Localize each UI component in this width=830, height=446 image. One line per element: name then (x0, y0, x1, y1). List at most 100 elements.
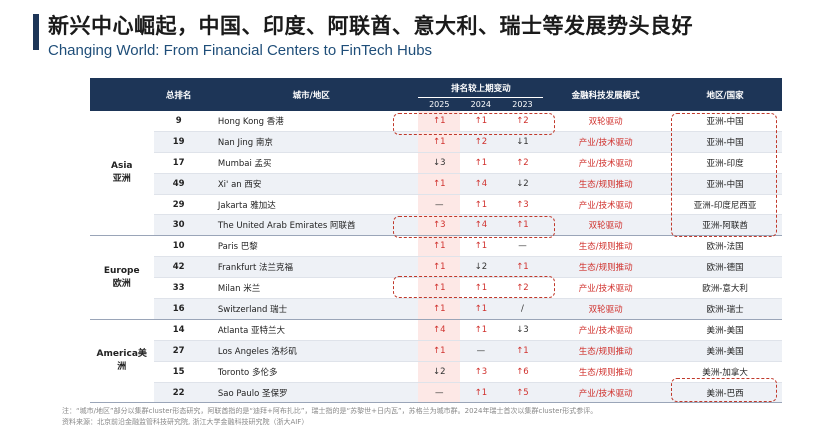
change-2023-cell: ↑2 (501, 152, 544, 174)
rank-cell: 22 (153, 382, 204, 404)
table-row: 17 Mumbai 孟买 ↓3 ↑1 ↑2 产业/技术驱动 亚洲-印度 (90, 152, 782, 174)
change-2025-cell: ↑3 (418, 214, 461, 237)
rank-cell: 10 (153, 235, 204, 258)
rank-cell: 16 (153, 298, 204, 320)
change-2024-cell: ↑1 (460, 319, 502, 341)
country-cell: 亚洲-中国 (668, 173, 782, 195)
change-2025-cell: ↑1 (418, 111, 461, 132)
rank-cell: 17 (153, 152, 204, 174)
rank-cell: 27 (153, 340, 204, 362)
mode-cell: 生态/规则推动 (543, 361, 669, 383)
change-2023-cell: ↓1 (501, 131, 544, 153)
change-2024-cell: ↑4 (460, 214, 502, 237)
header-year-2023: 2023 (501, 97, 544, 111)
header-region-blank (90, 78, 154, 111)
city-cell: Jakarta 雅加达 (203, 194, 419, 216)
country-cell: 亚洲-中国 (668, 131, 782, 153)
mode-cell: 双轮驱动 (543, 214, 669, 237)
city-cell: Atlanta 亚特兰大 (203, 319, 419, 341)
change-2024-cell: ↑1 (460, 298, 502, 320)
country-cell: 美洲-美国 (668, 340, 782, 362)
table-row: 15 Toronto 多伦多 ↓2 ↑3 ↑6 生态/规则推动 美洲-加拿大 (90, 361, 782, 383)
table-body: Asia 亚洲 9 Hong Kong 香港 ↑1 ↑1 ↑2 双轮驱动 亚洲-中国 19 Nan… (90, 111, 782, 404)
rank-cell: 19 (153, 131, 204, 153)
change-2024-cell: ↑1 (460, 382, 502, 404)
country-cell: 亚洲-印度尼西亚 (668, 194, 782, 216)
change-2023-cell: ↓2 (501, 173, 544, 195)
rank-cell: 15 (153, 361, 204, 383)
table-row: 29 Jakarta 雅加达 — ↑1 ↑3 产业/技术驱动 亚洲-印度尼西亚 (90, 194, 782, 216)
rank-cell: 30 (153, 214, 204, 237)
region-label: Asia 亚洲 (90, 111, 154, 237)
change-2025-cell: ↓2 (418, 361, 461, 383)
change-2023-cell: ↑2 (501, 111, 544, 132)
mode-cell: 产业/技术驱动 (543, 319, 669, 341)
city-cell: Hong Kong 香港 (203, 111, 419, 132)
table-row: 49 Xi' an 西安 ↑1 ↑4 ↓2 生态/规则推动 亚洲-中国 (90, 173, 782, 195)
change-2023-cell: ↓3 (501, 319, 544, 341)
change-2024-cell: ↑1 (460, 152, 502, 174)
city-cell: The United Arab Emirates 阿联酋 (203, 214, 419, 237)
mode-cell: 生态/规则推动 (543, 235, 669, 258)
change-2024-cell: ↑1 (460, 277, 502, 300)
footnote-line-1: 注：“城市/地区”部分以集群cluster形态研究，阿联酋指的是“迪拜+阿布扎比… (62, 407, 598, 415)
country-cell: 欧洲-德国 (668, 256, 782, 279)
city-cell: Frankfurt 法兰克福 (203, 256, 419, 279)
city-cell: Mumbai 孟买 (203, 152, 419, 174)
change-2025-cell: — (418, 194, 461, 216)
city-cell: Xi' an 西安 (203, 173, 419, 195)
page-title: 新兴中心崛起，中国、印度、阿联酋、意大利、瑞士等发展势头良好 (48, 14, 693, 38)
region-label: America美 洲 (90, 319, 154, 404)
table-row: 30 The United Arab Emirates 阿联酋 ↑3 ↑4 ↑1 双轮驱动… (90, 214, 782, 237)
mode-cell: 产业/技术驱动 (543, 382, 669, 404)
header-mode: 金融科技发展模式 (543, 78, 669, 111)
change-2025-cell: ↑1 (418, 256, 461, 279)
country-cell: 美洲-美国 (668, 319, 782, 341)
mode-cell: 生态/规则推动 (543, 256, 669, 279)
change-2025-cell: ↑1 (418, 277, 461, 300)
rank-cell: 49 (153, 173, 204, 195)
change-2025-cell: ↑1 (418, 235, 461, 258)
change-2024-cell: ↓2 (460, 256, 502, 279)
city-cell: Toronto 多伦多 (203, 361, 419, 383)
change-2023-cell: ↑1 (501, 214, 544, 237)
change-2023-cell: ↑3 (501, 194, 544, 216)
change-2025-cell: ↓3 (418, 152, 461, 174)
header-year-2025: 2025 (418, 97, 461, 111)
header-rank: 总排名 (153, 78, 204, 111)
city-cell: Milan 米兰 (203, 277, 419, 300)
header-change-group: 排名较上期变动 (418, 78, 544, 98)
change-2024-cell: ↑1 (460, 194, 502, 216)
table-row: 19 Nan Jing 南京 ↑1 ↑2 ↓1 产业/技术驱动 亚洲-中国 (90, 131, 782, 153)
change-2024-cell: ↑2 (460, 131, 502, 153)
table-row: 27 Los Angeles 洛杉矶 ↑1— ↑1 生态/规则推动 美洲-美国 (90, 340, 782, 362)
change-2025-cell: — (418, 382, 461, 404)
country-cell: 欧洲-法国 (668, 235, 782, 258)
rank-cell: 29 (153, 194, 204, 216)
mode-cell: 双轮驱动 (543, 298, 669, 320)
mode-cell: 生态/规则推动 (543, 173, 669, 195)
change-2025-cell: ↑1 (418, 298, 461, 320)
city-cell: Switzerland 瑞士 (203, 298, 419, 320)
table-row: America美 洲 14 Atlanta 亚特兰大 ↑4 ↑1 ↓3 产业/技术驱动 美洲-… (90, 319, 782, 404)
country-cell: 欧洲-瑞士 (668, 298, 782, 320)
mode-cell: 生态/规则推动 (543, 340, 669, 362)
change-2024-cell: ↑1 (460, 235, 502, 258)
mode-cell: 产业/技术驱动 (543, 277, 669, 300)
change-2023-cell: / (501, 298, 544, 320)
footnote-line-2: 资料来源：北京前沿金融监管科技研究院, 浙江大学金融科技研究院（浙大AIF） (62, 418, 309, 426)
table-row: 22 Sao Paulo 圣保罗 — ↑1 ↑5 产业/技术驱动 美洲-巴西 (90, 382, 782, 404)
country-cell: 亚洲-中国 (668, 111, 782, 132)
rank-cell: 9 (153, 111, 204, 132)
mode-cell: 产业/技术驱动 (543, 194, 669, 216)
change-2024-cell: ↑3 (460, 361, 502, 383)
change-2023-cell: ↑5 (501, 382, 544, 404)
change-2024-cell: ↑4 (460, 173, 502, 195)
rank-cell: 33 (153, 277, 204, 300)
city-cell: Paris 巴黎 (203, 235, 419, 258)
city-cell: Nan Jing 南京 (203, 131, 419, 153)
rank-cell: 14 (153, 319, 204, 341)
table-row: Asia 亚洲 9 Hong Kong 香港 ↑1 ↑1 ↑2 双轮驱动 亚洲-中国 (90, 111, 782, 237)
header-city: 城市/地区 (203, 78, 419, 111)
footnote: 注：“城市/地区”部分以集群cluster形态研究，阿联酋指的是“迪拜+阿布扎比… (62, 406, 597, 428)
